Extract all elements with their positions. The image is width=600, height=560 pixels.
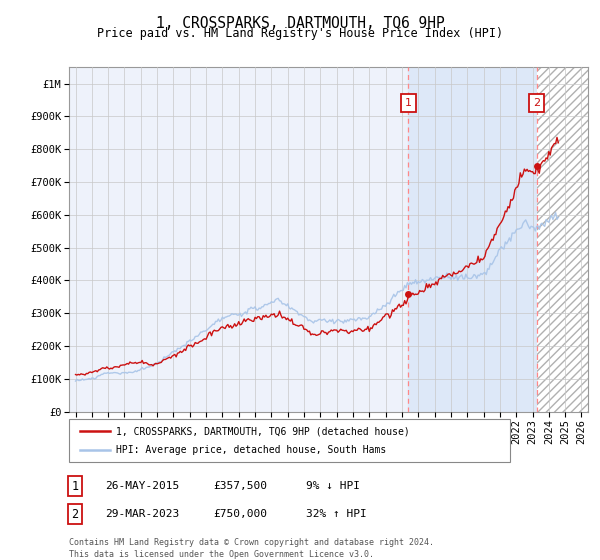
Text: 26-MAY-2015: 26-MAY-2015 — [105, 481, 179, 491]
Text: 1: 1 — [71, 479, 79, 493]
Text: 9% ↓ HPI: 9% ↓ HPI — [306, 481, 360, 491]
Text: £357,500: £357,500 — [213, 481, 267, 491]
Text: 1, CROSSPARKS, DARTMOUTH, TQ6 9HP (detached house): 1, CROSSPARKS, DARTMOUTH, TQ6 9HP (detac… — [116, 426, 410, 436]
Bar — [536, 51, 590, 412]
Text: Price paid vs. HM Land Registry's House Price Index (HPI): Price paid vs. HM Land Registry's House … — [97, 27, 503, 40]
Text: 2: 2 — [533, 99, 540, 108]
Text: 29-MAR-2023: 29-MAR-2023 — [105, 509, 179, 519]
Text: 2: 2 — [71, 507, 79, 521]
Text: £750,000: £750,000 — [213, 509, 267, 519]
Bar — [409, 67, 536, 412]
Text: This data is licensed under the Open Government Licence v3.0.: This data is licensed under the Open Gov… — [69, 550, 374, 559]
Text: 1: 1 — [405, 99, 412, 108]
Text: Contains HM Land Registry data © Crown copyright and database right 2024.: Contains HM Land Registry data © Crown c… — [69, 538, 434, 547]
Text: 1, CROSSPARKS, DARTMOUTH, TQ6 9HP: 1, CROSSPARKS, DARTMOUTH, TQ6 9HP — [155, 16, 445, 31]
Text: HPI: Average price, detached house, South Hams: HPI: Average price, detached house, Sout… — [116, 445, 386, 455]
Text: 32% ↑ HPI: 32% ↑ HPI — [306, 509, 367, 519]
